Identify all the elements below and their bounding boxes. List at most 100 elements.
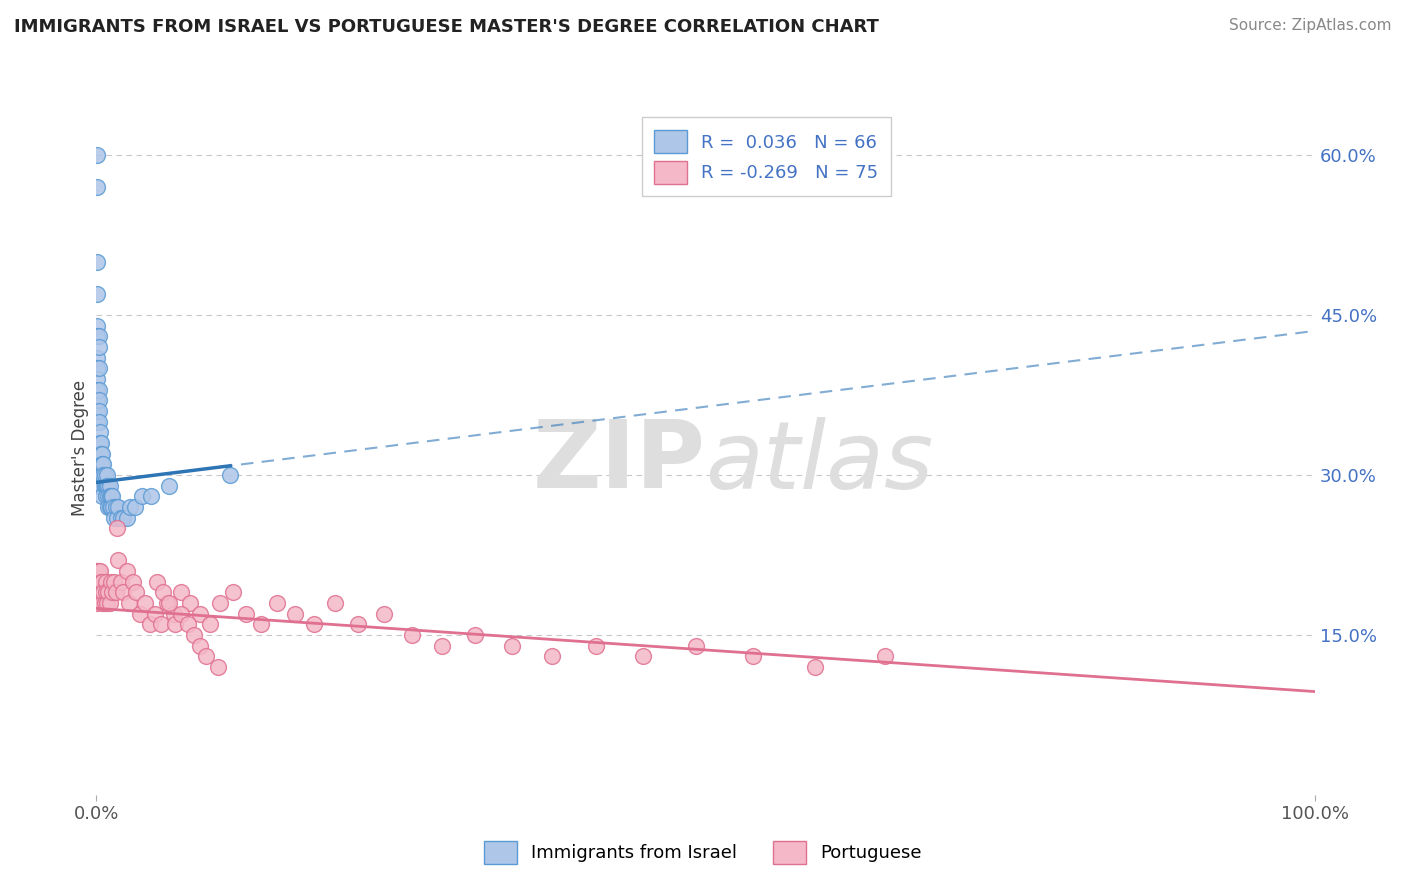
Point: [170, 607, 193, 621]
Point: [89, 585, 111, 599]
Point: [209, 596, 232, 610]
Point: [86, 180, 108, 194]
Point: [90, 436, 112, 450]
Point: [98, 596, 121, 610]
Point: [146, 574, 169, 589]
Point: [541, 649, 564, 664]
Point: [188, 639, 211, 653]
Point: [97, 489, 120, 503]
Point: [104, 585, 127, 599]
Point: [87, 340, 110, 354]
Point: [585, 639, 607, 653]
Point: [742, 649, 765, 664]
Text: Source: ZipAtlas.com: Source: ZipAtlas.com: [1229, 18, 1392, 33]
Point: [373, 607, 395, 621]
Point: [90, 574, 112, 589]
Point: [198, 617, 221, 632]
Point: [143, 607, 166, 621]
Point: [94, 574, 117, 589]
Point: [156, 596, 179, 610]
Point: [86, 361, 108, 376]
Text: atlas: atlas: [706, 417, 934, 508]
Point: [87, 383, 110, 397]
Point: [188, 607, 211, 621]
Point: [401, 628, 423, 642]
Point: [131, 489, 153, 503]
Point: [98, 478, 121, 492]
Point: [347, 617, 370, 632]
Point: [86, 383, 108, 397]
Point: [179, 596, 201, 610]
Point: [93, 596, 115, 610]
Legend: Immigrants from Israel, Portuguese: Immigrants from Israel, Portuguese: [470, 826, 936, 879]
Point: [115, 510, 138, 524]
Y-axis label: Master's Degree: Master's Degree: [72, 380, 89, 516]
Point: [165, 617, 187, 632]
Point: [89, 564, 111, 578]
Point: [163, 607, 186, 621]
Point: [94, 585, 117, 599]
Point: [157, 596, 180, 610]
Point: [86, 415, 108, 429]
Point: [87, 329, 110, 343]
Point: [91, 574, 114, 589]
Point: [93, 458, 115, 472]
Point: [84, 458, 107, 472]
Point: [633, 649, 655, 664]
Point: [91, 489, 114, 503]
Point: [86, 286, 108, 301]
Point: [110, 574, 132, 589]
Point: [152, 585, 174, 599]
Point: [107, 500, 129, 514]
Point: [94, 478, 117, 492]
Point: [105, 521, 128, 535]
Point: [804, 660, 827, 674]
Point: [86, 351, 108, 365]
Point: [86, 318, 108, 333]
Point: [93, 467, 115, 482]
Point: [87, 574, 110, 589]
Point: [105, 510, 128, 524]
Point: [93, 585, 115, 599]
Point: [125, 585, 148, 599]
Point: [103, 500, 125, 514]
Point: [86, 596, 108, 610]
Point: [98, 489, 121, 503]
Point: [235, 607, 257, 621]
Point: [115, 564, 138, 578]
Point: [118, 596, 141, 610]
Point: [89, 458, 111, 472]
Point: [89, 436, 111, 450]
Point: [96, 596, 118, 610]
Point: [87, 564, 110, 578]
Point: [176, 617, 198, 632]
Text: IMMIGRANTS FROM ISRAEL VS PORTUGUESE MASTER'S DEGREE CORRELATION CHART: IMMIGRANTS FROM ISRAEL VS PORTUGUESE MAS…: [14, 18, 879, 36]
Point: [107, 553, 129, 567]
Point: [89, 447, 111, 461]
Point: [139, 489, 162, 503]
Point: [207, 660, 229, 674]
Point: [323, 596, 346, 610]
Point: [86, 585, 108, 599]
Point: [90, 447, 112, 461]
Point: [221, 585, 243, 599]
Point: [87, 361, 110, 376]
Point: [121, 574, 143, 589]
Point: [304, 617, 326, 632]
Point: [90, 585, 112, 599]
Point: [91, 478, 114, 492]
Point: [86, 372, 108, 386]
Point: [183, 628, 205, 642]
Point: [266, 596, 288, 610]
Point: [219, 467, 242, 482]
Point: [103, 574, 125, 589]
Point: [86, 254, 108, 268]
Point: [124, 500, 146, 514]
Point: [91, 447, 114, 461]
Point: [104, 500, 127, 514]
Point: [157, 478, 180, 492]
Point: [87, 585, 110, 599]
Point: [194, 649, 217, 664]
Point: [89, 425, 111, 440]
Point: [86, 564, 108, 578]
